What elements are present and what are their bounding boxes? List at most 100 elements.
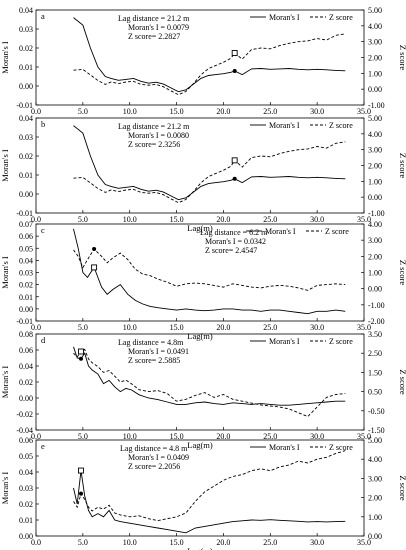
x-tick-label: 35.0 [357,538,371,547]
legend-label-z-score: Z score [325,227,349,236]
x-tick-label: 25.0 [263,323,277,332]
y2-tick-label: 5.00 [368,114,382,123]
y2-axis-label: Z score [398,369,406,394]
x-tick-label: 0.0 [31,107,41,116]
x-tick-label: 20.0 [216,432,230,441]
annotation-line: Z score= 2.5885 [128,356,180,365]
panel-letter: d [41,335,46,345]
y2-axis-label: Z score [398,153,406,178]
x-tick-label: 35.0 [357,215,371,224]
y-tick-label: 0.04 [19,362,33,371]
annotation-line: Moran's I = 0.0342 [205,237,266,246]
morans-i-line [73,17,346,93]
plot-frame [35,333,365,431]
x-tick-label: 0.0 [31,538,41,547]
x-tick-label: 30.0 [310,432,324,441]
y-tick-label: -0.02 [16,410,33,419]
y-axis-label: Moran's I [0,472,10,505]
highlight-point-square [91,264,98,271]
y2-tick-label: 4.00 [368,455,382,464]
x-tick-label: 5.0 [78,215,88,224]
annotation-line: Z score= 2.3256 [128,140,180,149]
y-tick-label: 0.01 [19,171,33,180]
annotation-line: Lag distance = 4.8 m [120,444,188,453]
annotation-line: Z score= 2.2827 [128,32,180,41]
y-tick-label: 0.00 [19,532,33,541]
morans-i-line [73,228,346,315]
y2-tick-label: -0.50 [368,407,385,416]
y-tick-label: 0.02 [19,378,33,387]
x-axis-label: Lag(m) [187,331,213,341]
x-tick-label: 10.0 [123,323,137,332]
y-tick-label: -0.01 [16,317,33,326]
y2-tick-label: 2.50 [368,349,382,358]
highlight-point-square [231,157,238,164]
x-tick-label: 5.0 [78,107,88,116]
z-score-line [73,33,346,96]
y2-tick-label: 1.00 [368,513,382,522]
y2-tick-label: 2.00 [368,54,382,63]
x-tick-label: 10.0 [123,432,137,441]
x-tick-label: 35.0 [357,323,371,332]
annotation-line: Moran's I = 0.0491 [128,347,189,356]
y-tick-label: 0.02 [19,152,33,161]
x-tick-label: 10.0 [123,215,137,224]
z-score-line [73,348,346,418]
x-tick-label: 30.0 [310,215,324,224]
x-tick-label: 35.0 [357,432,371,441]
y-axis-label: Moran's I [0,366,10,399]
x-tick-label: 25.0 [263,432,277,441]
panel-letter: a [41,11,45,21]
plot-frame [35,117,365,214]
x-axis-label: Lag(m) [187,440,213,450]
y-tick-label: 0.00 [19,394,33,403]
x-tick-label: 10.0 [123,538,137,547]
y2-tick-label: 3.50 [368,330,382,339]
y2-tick-label: 0.00 [368,193,382,202]
annotation-line: Lag distance = 21.2 m [118,14,190,23]
legend-label-morans-i: Moran's I [269,13,300,22]
legend-label-morans-i: Moran's I [269,337,300,346]
x-tick-label: 0.0 [31,323,41,332]
highlight-point-square [231,50,238,56]
y2-tick-label: 3.00 [368,236,382,245]
x-tick-label: 5.0 [78,538,88,547]
y2-axis-label: Z score [398,475,406,500]
y-tick-label: 0.07 [19,220,33,229]
legend-label-z-score: Z score [329,443,353,452]
y-axis-label: Moran's I [0,149,10,182]
y-tick-label: -0.01 [16,209,33,218]
y-tick-label: 0.04 [19,114,33,123]
y-tick-label: 0.06 [19,232,33,241]
annotation-line: Lag distance = 6.2 m [200,228,268,237]
x-tick-label: 30.0 [310,323,324,332]
highlight-point-circle [78,356,83,361]
panel-letter: e [41,441,45,451]
y2-tick-label: 4.00 [368,22,382,31]
highlight-point-circle [232,68,237,73]
z-score-line [73,450,346,522]
morans-i-line [73,346,346,406]
x-tick-label: 25.0 [263,107,277,116]
y2-tick-label: 0.00 [368,85,382,94]
legend-label-morans-i: Moran's I [265,227,296,236]
x-tick-label: 25.0 [263,538,277,547]
y2-tick-label: -1.00 [368,209,385,218]
x-tick-label: 25.0 [263,215,277,224]
x-tick-label: 20.0 [216,323,230,332]
x-tick-label: 15.0 [170,538,184,547]
x-tick-label: 15.0 [170,432,184,441]
z-score-line [73,141,346,204]
panel-c: -0.01 0.00 0.01 0.02 0.03 0.04 0.05 0.06 0.07 -2.… [0,220,406,341]
y-tick-label: 0.04 [19,6,33,15]
x-tick-label: 5.0 [78,323,88,332]
y2-tick-label: -1.00 [368,101,385,110]
y-tick-label: 0.00 [19,190,33,199]
y-tick-label: 0.03 [19,25,33,34]
panel-letter: b [41,119,45,129]
y-tick-label: 0.04 [19,468,33,477]
y2-axis-label: Z score [398,45,406,70]
y-tick-label: 0.03 [19,484,33,493]
y-tick-label: 0.05 [19,452,33,461]
